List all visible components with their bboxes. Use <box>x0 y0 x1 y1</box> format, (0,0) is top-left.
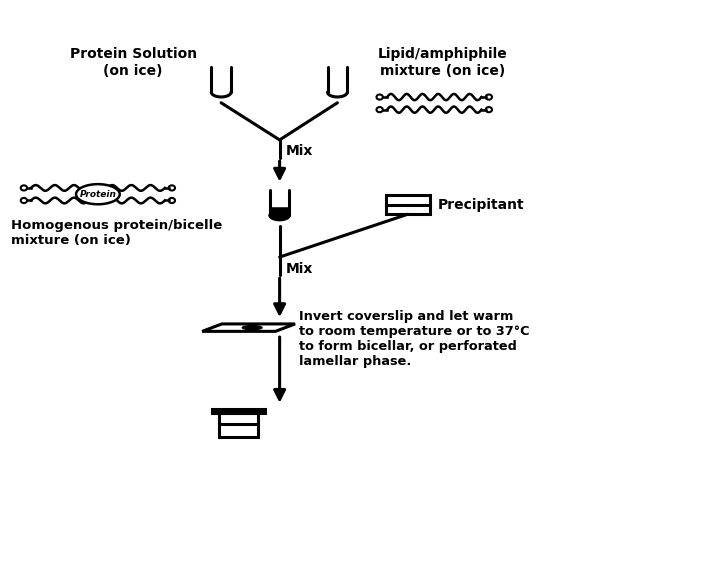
Text: Lipid/amphiphile
mixture (on ice): Lipid/amphiphile mixture (on ice) <box>378 47 508 77</box>
Text: Mix: Mix <box>285 261 312 276</box>
Polygon shape <box>270 208 290 220</box>
Text: Homogenous protein/bicelle
mixture (on ice): Homogenous protein/bicelle mixture (on i… <box>11 219 222 247</box>
Ellipse shape <box>242 325 262 329</box>
Text: Mix: Mix <box>285 144 312 159</box>
Bar <box>386 196 430 214</box>
Ellipse shape <box>76 184 120 204</box>
Text: Invert coverslip and let warm
to room temperature or to 37°C
to form bicellar, o: Invert coverslip and let warm to room te… <box>299 310 529 368</box>
Text: Protein Solution
(on ice): Protein Solution (on ice) <box>70 47 197 77</box>
Text: Protein: Protein <box>80 190 116 198</box>
Text: Precipitant: Precipitant <box>437 198 524 212</box>
Bar <box>212 409 265 413</box>
Ellipse shape <box>231 409 246 413</box>
Bar <box>219 413 258 437</box>
